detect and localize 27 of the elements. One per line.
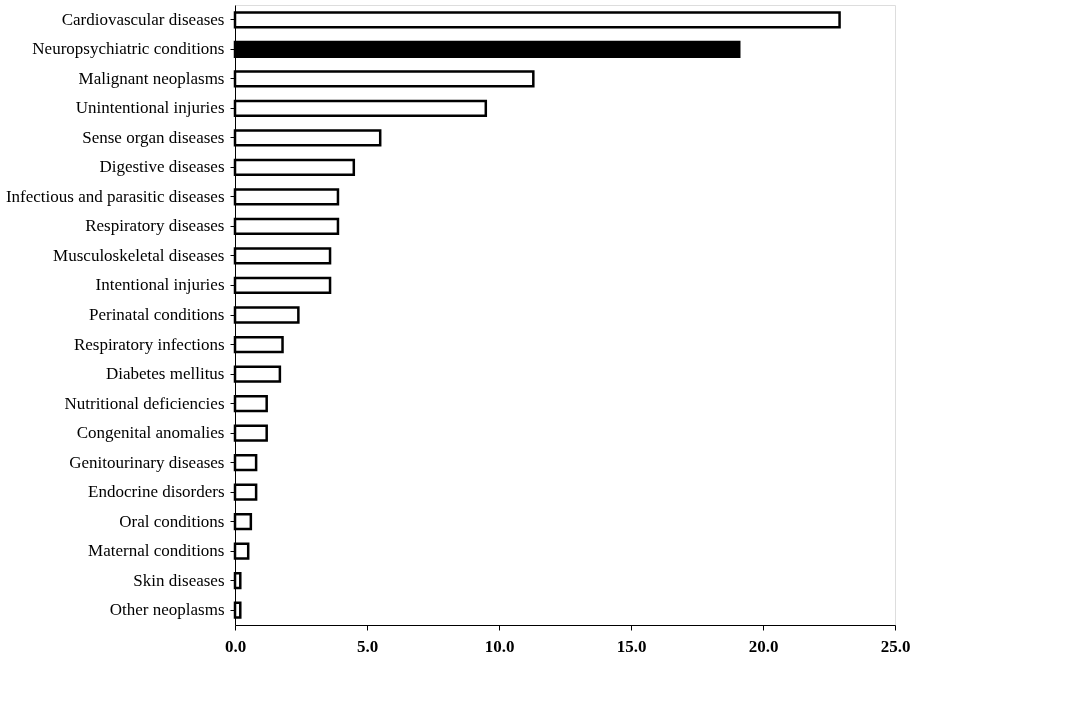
y-tick-label: Genitourinary diseases [69, 452, 225, 472]
x-tick-label: 5.0 [356, 636, 379, 656]
y-tick-label: Intentional injuries [95, 275, 225, 295]
x-tick-label: 20.0 [748, 636, 779, 656]
x-tick-label: 0.0 [224, 636, 247, 656]
y-tick-label: Endocrine disorders [88, 482, 225, 502]
y-tick-label: Neuropsychiatric conditions [32, 39, 225, 59]
y-tick-label: Skin diseases [133, 570, 225, 590]
y-tick-label: Congenital anomalies [76, 423, 225, 443]
y-tick-label: Cardiovascular diseases [61, 9, 225, 29]
y-tick-label: Maternal conditions [88, 541, 225, 561]
y-tick-label: Respiratory diseases [85, 216, 225, 236]
y-tick-label: Oral conditions [119, 511, 225, 531]
y-tick-label: Diabetes mellitus [105, 364, 225, 384]
x-tick-label: 15.0 [616, 636, 647, 656]
x-tick-label: 10.0 [484, 636, 515, 656]
y-tick-label: Musculoskeletal diseases [53, 245, 225, 265]
y-tick-label: Unintentional injuries [75, 98, 225, 118]
x-tick-label: 25.0 [880, 636, 911, 656]
y-tick-label: Respiratory infections [73, 334, 225, 354]
y-tick-label: Other neoplasms [109, 600, 225, 620]
y-tick-label: Sense organ diseases [82, 127, 225, 147]
y-tick-label: Nutritional deficiencies [64, 393, 225, 413]
y-tick-label: Malignant neoplasms [78, 68, 225, 88]
y-tick-label: Infectious and parasitic diseases [5, 186, 225, 206]
y-tick-label: Digestive diseases [99, 157, 225, 177]
y-tick-label: Perinatal conditions [88, 305, 225, 324]
